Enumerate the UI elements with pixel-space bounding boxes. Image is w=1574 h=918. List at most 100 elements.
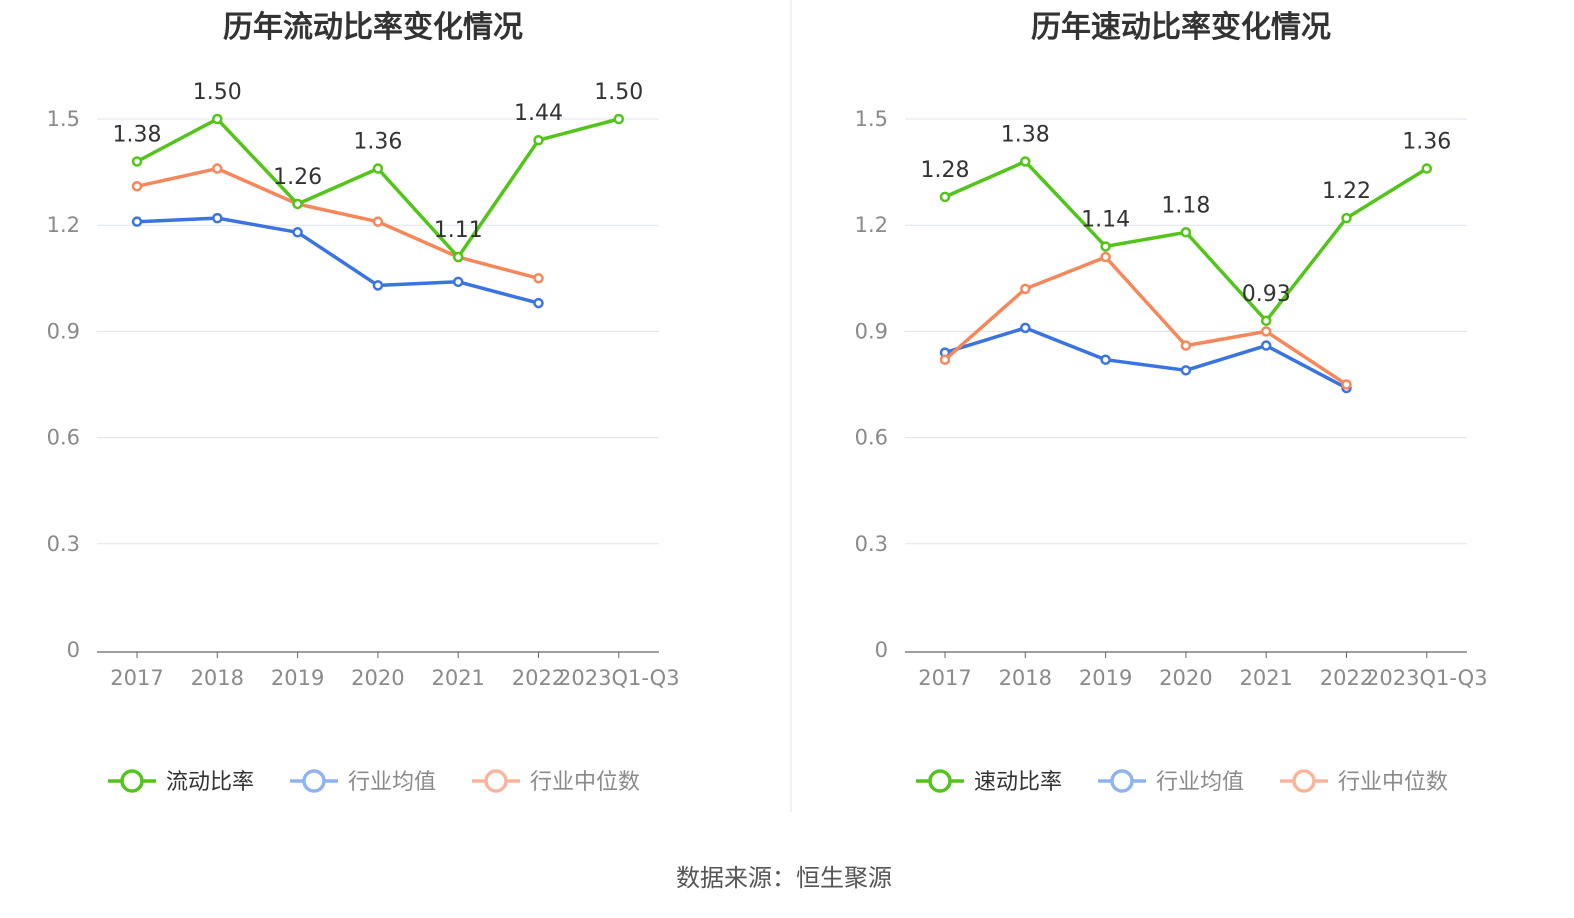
data-label: 1.50 — [193, 80, 242, 105]
x-tick-label: 2020 — [351, 666, 404, 690]
data-label: 1.22 — [1322, 179, 1371, 204]
data-label: 1.38 — [1001, 122, 1050, 147]
legend-marker-icon — [120, 769, 144, 793]
legend-label: 速动比率 — [974, 770, 1062, 795]
data-point — [1260, 315, 1272, 327]
y-tick-label: 0.9 — [47, 319, 80, 343]
data-point — [1180, 340, 1192, 351]
data-point — [212, 212, 223, 224]
y-tick-label: 0.9 — [855, 319, 888, 343]
data-point — [1180, 227, 1192, 238]
y-tick-label: 1.5 — [855, 107, 888, 131]
x-tick-label: 2020 — [1159, 666, 1212, 690]
legend-label: 流动比率 — [166, 770, 254, 795]
data-point — [212, 113, 223, 125]
x-tick-label: 2021 — [1239, 666, 1292, 690]
x-tick-label: 2022 — [512, 666, 565, 690]
legend-label: 行业中位数 — [530, 770, 640, 795]
legend-label: 行业均值 — [348, 770, 436, 795]
data-point — [372, 280, 384, 291]
legend-marker-icon — [484, 769, 508, 793]
series-line-industry-median — [943, 255, 1348, 386]
data-label: 1.50 — [594, 80, 643, 105]
data-point — [1180, 365, 1192, 376]
data-point — [131, 156, 143, 167]
y-tick-label: 0.3 — [855, 532, 888, 556]
legend-marker-icon — [1110, 769, 1134, 793]
legend-item: 行业均值 — [1098, 769, 1244, 795]
y-tick-label: 1.2 — [47, 213, 80, 237]
x-tick-label: 2017 — [110, 666, 163, 690]
data-point — [1020, 322, 1031, 334]
x-tick-label: 2022 — [1320, 666, 1373, 690]
chart-panel-1: 历年流动比率变化情况 0 0.3 0.6 0.9 1.2 1.5 2017 2018 2019 20… — [47, 10, 680, 795]
data-point — [292, 198, 303, 210]
data-point — [1020, 283, 1031, 295]
y-tick-label: 1.2 — [855, 213, 888, 237]
legend-item: 行业均值 — [290, 769, 436, 795]
data-label: 1.18 — [1161, 193, 1210, 218]
data-point — [533, 134, 544, 146]
y-tick-label: 0 — [67, 638, 80, 662]
data-label: 1.26 — [273, 165, 322, 190]
series-line-industry-average — [944, 326, 1348, 390]
y-tick-label: 0.6 — [855, 426, 888, 450]
data-point — [292, 227, 303, 238]
x-tick-label: 2018 — [191, 666, 244, 690]
legend-item: 行业中位数 — [1280, 769, 1448, 795]
data-point — [131, 181, 143, 192]
data-point — [1020, 156, 1031, 167]
data-point — [1100, 251, 1111, 263]
data-point — [1260, 340, 1272, 351]
source-note: 数据来源：恒生聚源 — [676, 864, 892, 892]
x-tick-label: 2023Q1-Q3 — [558, 666, 680, 690]
data-point — [1260, 326, 1272, 337]
legend-item: 速动比率 — [916, 769, 1062, 795]
data-label: 1.11 — [434, 218, 483, 243]
data-label: 0.93 — [1242, 282, 1291, 307]
x-tick-label: 2021 — [431, 666, 484, 690]
chart-title: 历年流动比率变化情况 — [223, 10, 523, 45]
data-point — [1100, 354, 1111, 365]
data-point — [1100, 241, 1111, 252]
data-point — [452, 276, 464, 288]
legend-marker-icon — [1292, 769, 1316, 793]
legend-label: 行业中位数 — [1338, 770, 1448, 795]
series-line-industry-average — [136, 216, 539, 305]
x-tick-label: 2018 — [999, 666, 1052, 690]
data-point — [939, 354, 951, 365]
data-label: 1.14 — [1081, 207, 1130, 232]
data-label: 1.36 — [353, 130, 402, 155]
data-point — [131, 216, 143, 227]
legend-marker-icon — [302, 769, 326, 793]
legend-marker-icon — [928, 769, 952, 793]
legend-item: 行业中位数 — [472, 769, 640, 795]
data-point — [1421, 163, 1433, 174]
legend-label: 行业均值 — [1156, 770, 1244, 795]
data-label: 1.36 — [1402, 130, 1451, 155]
data-point — [533, 273, 544, 284]
y-tick-label: 0.6 — [47, 426, 80, 450]
y-tick-label: 1.5 — [47, 107, 80, 131]
x-tick-label: 2023Q1-Q3 — [1366, 666, 1488, 690]
data-label: 1.38 — [113, 122, 162, 147]
data-point — [533, 297, 544, 309]
data-point — [372, 163, 384, 174]
x-tick-label: 2017 — [918, 666, 971, 690]
chart-title: 历年速动比率变化情况 — [1031, 10, 1331, 45]
data-point — [613, 113, 625, 125]
data-point — [372, 216, 384, 227]
data-point — [1341, 212, 1352, 224]
legend-item: 流动比率 — [108, 769, 254, 795]
y-tick-label: 0 — [875, 638, 888, 662]
data-point — [452, 251, 464, 263]
data-point — [1341, 379, 1352, 390]
data-label: 1.44 — [514, 101, 563, 126]
series-line-industry-median — [136, 166, 539, 280]
data-point — [212, 163, 223, 174]
data-point — [939, 191, 951, 203]
chart-panel-2: 历年速动比率变化情况 0 0.3 0.6 0.9 1.2 1.5 2017 2018 2019 20… — [855, 10, 1488, 795]
x-tick-label: 2019 — [271, 666, 324, 690]
data-label: 1.28 — [921, 158, 970, 183]
